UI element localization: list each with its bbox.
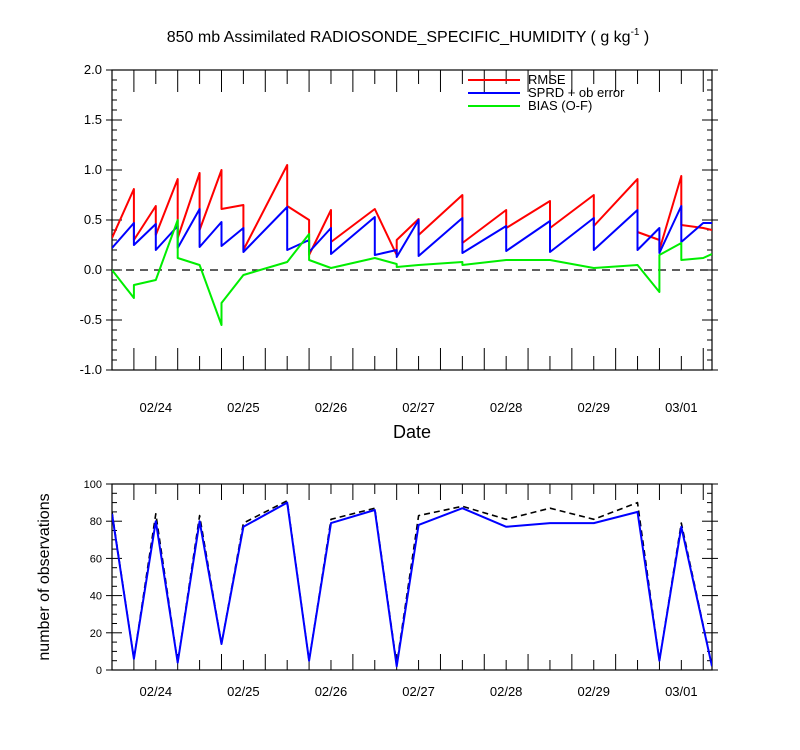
x-tick-label: 02/26 [315,684,348,699]
x-tick-label: 03/01 [665,400,698,415]
y-tick-label: 40 [90,591,102,603]
y-tick-label: 20 [90,628,102,640]
y-tick-label: 1.0 [84,162,102,177]
x-tick-label: 02/29 [577,400,610,415]
x-tick-label: 02/26 [315,400,348,415]
y-tick-label: -0.5 [80,312,102,327]
legend-label: RMSE [528,72,566,87]
y-tick-label: 0 [96,665,102,677]
x-axis-label: Date [393,422,431,442]
x-tick-label: 02/25 [227,684,260,699]
x-tick-label: 02/28 [490,684,523,699]
plot-frame [111,483,713,671]
legend-label: SPRD + ob error [528,85,625,100]
series-line-assimilated [112,501,712,668]
y-tick-label: 2.0 [84,62,102,77]
rmse-bias-panel: 02/24 02/25 02/26 02/27 02/28 02/29 03/01 -1.0 -… [80,62,718,415]
y-tick-label: 0.0 [84,262,102,277]
series-line-sprd-ob-error [112,205,712,258]
x-tick-label: 02/27 [402,400,435,415]
x-tick-label: 02/24 [140,684,173,699]
observations-panel: 02/24 02/25 02/26 02/27 02/28 02/29 03/01 0 20 40… [84,479,718,699]
x-tick-label: 02/24 [140,400,173,415]
y-tick-label: 60 [90,553,102,565]
series-line-rmse [112,164,712,256]
x-tick-label: 03/01 [665,684,698,699]
y-tick-label: 100 [84,479,102,491]
x-tick-label: 02/25 [227,400,260,415]
chart-title: 850 mb Assimilated RADIOSONDE_SPECIFIC_H… [167,27,650,46]
plot-frame [111,69,713,371]
y-axis-label: number of observations [36,493,53,660]
y-tick-label: 1.5 [84,112,102,127]
series-line-bias-o-f [112,219,712,326]
y-tick-label: 0.5 [84,212,102,227]
legend-label: BIAS (O-F) [528,98,592,113]
x-tick-label: 02/29 [577,684,610,699]
y-tick-label: -1.0 [80,362,102,377]
series-line-total [112,499,712,667]
x-tick-label: 02/27 [402,684,435,699]
y-tick-label: 80 [90,516,102,528]
x-tick-label: 02/28 [490,400,523,415]
